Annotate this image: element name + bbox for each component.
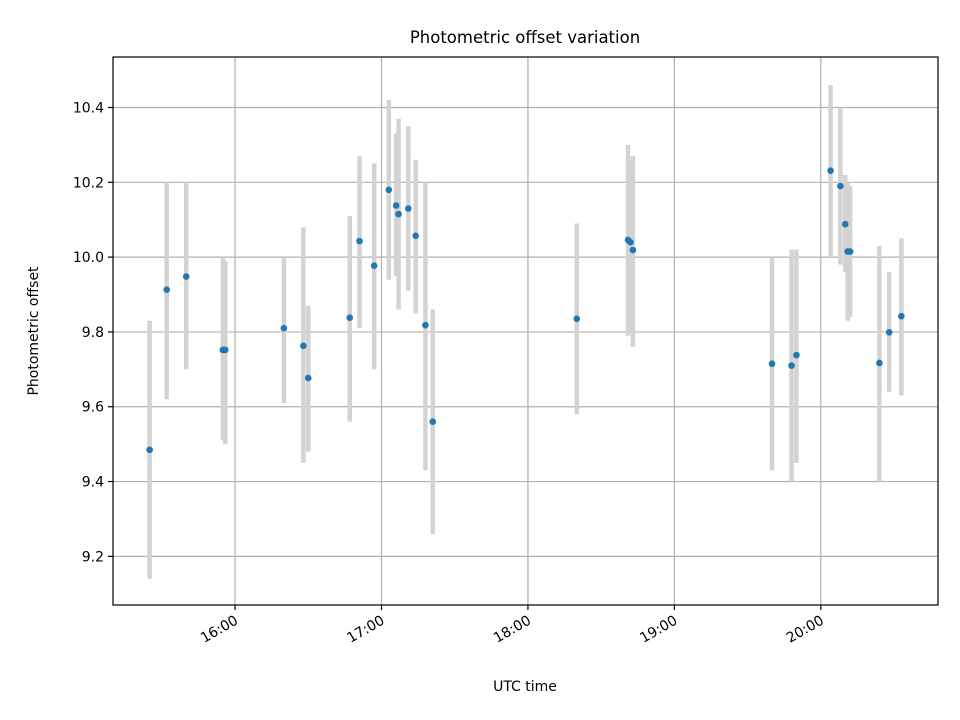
data-point xyxy=(182,273,190,280)
data-point xyxy=(385,186,393,194)
data-point xyxy=(837,182,844,190)
data-point xyxy=(885,329,893,336)
x-axis-label: UTC time xyxy=(493,679,557,695)
data-point xyxy=(573,315,581,323)
data-point xyxy=(627,238,634,246)
data-point xyxy=(827,167,834,175)
y-tick-label: 9.6 xyxy=(82,400,104,416)
y-tick-label: 9.2 xyxy=(82,549,104,565)
data-points xyxy=(146,167,905,454)
data-point xyxy=(768,360,776,368)
data-point xyxy=(300,342,307,350)
data-point xyxy=(412,232,419,240)
data-point xyxy=(280,324,288,332)
data-point xyxy=(841,220,849,228)
data-point xyxy=(163,286,170,293)
y-tick-label: 9.8 xyxy=(82,325,104,341)
grid-lines xyxy=(113,57,938,605)
data-point xyxy=(356,237,363,245)
y-tick-label: 10.4 xyxy=(73,100,104,116)
y-axis-label: Photometric offset xyxy=(26,266,42,396)
y-tick-label: 10.2 xyxy=(73,175,104,191)
data-point xyxy=(429,418,437,426)
data-point xyxy=(392,202,400,209)
y-axis-ticks: 9.2 9.4 9.6 9.8 10.0 10.2 10.4 xyxy=(73,100,113,565)
data-point xyxy=(370,262,378,270)
data-point xyxy=(422,321,429,329)
data-point xyxy=(146,446,153,454)
plot-frame xyxy=(112,56,939,606)
data-point xyxy=(221,346,229,354)
chart-title: Photometric offset variation xyxy=(410,28,640,47)
data-point xyxy=(304,374,312,382)
data-point xyxy=(405,205,412,212)
data-point xyxy=(898,312,905,320)
data-point xyxy=(395,210,402,218)
data-point xyxy=(876,359,883,367)
y-tick-label: 9.4 xyxy=(82,475,104,491)
y-tick-label: 10.0 xyxy=(73,250,104,266)
data-point xyxy=(846,248,854,255)
data-point xyxy=(788,362,795,369)
data-point xyxy=(793,351,800,359)
data-point xyxy=(346,314,354,322)
data-point xyxy=(629,246,637,254)
